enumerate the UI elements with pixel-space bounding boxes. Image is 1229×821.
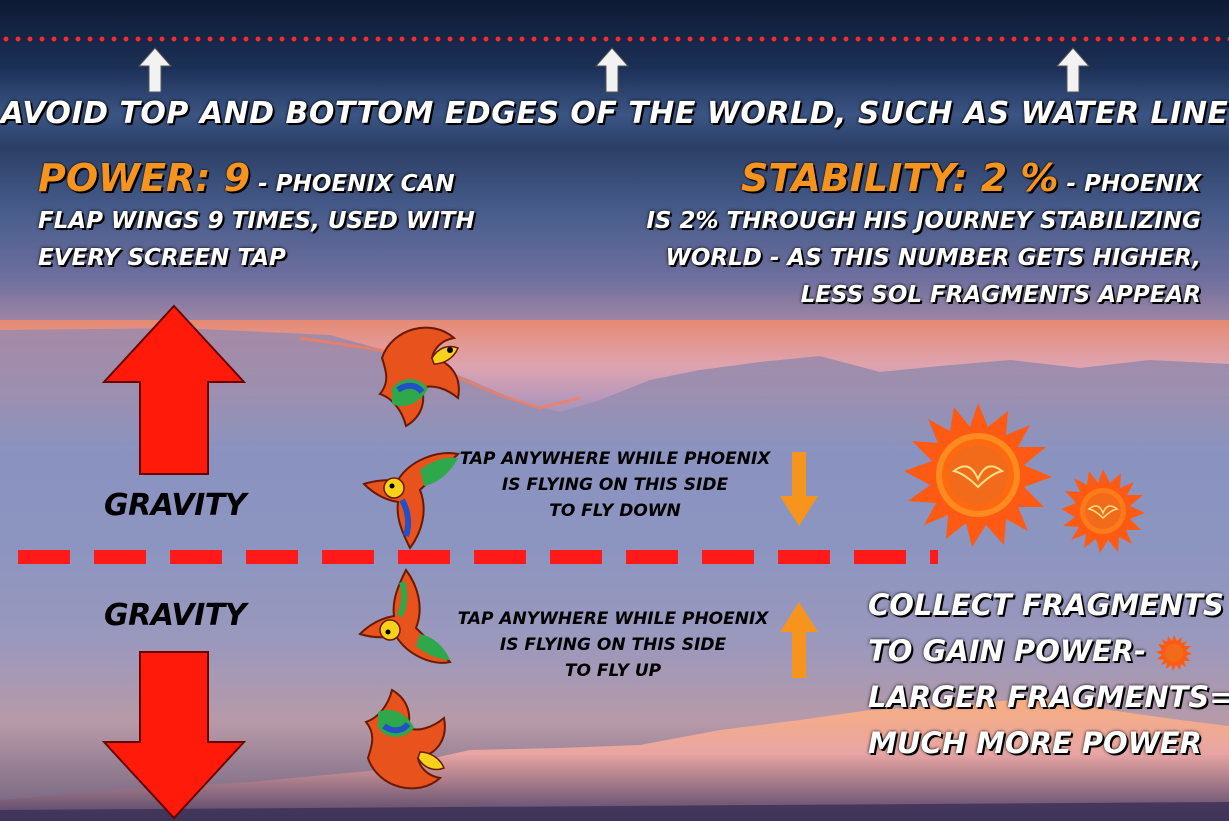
gravity-bottom-label: GRAVITY xyxy=(104,598,246,633)
phoenix-sprite xyxy=(358,568,452,664)
collect-line4: MUCH MORE POWER xyxy=(868,726,1202,760)
fly-up-arrow-icon xyxy=(780,602,818,678)
fly-down-arrow-icon xyxy=(780,452,818,526)
mountains-top-decoration xyxy=(0,320,1229,412)
phoenix-sprite xyxy=(378,326,460,428)
tap-instruction-bottom: TAP ANYWHERE WHILE PHOENIX IS FLYING ON … xyxy=(446,606,780,684)
tap-bottom-line3: TO FLY UP xyxy=(564,661,662,681)
water-line-boundary xyxy=(0,36,1229,42)
collect-line2: TO GAIN POWER- xyxy=(868,634,1147,668)
stability-info: STABILITY: 2 % - PHOENIX IS 2% THROUGH H… xyxy=(641,159,1201,314)
gravity-down-arrow-icon xyxy=(102,651,246,820)
stability-desc-line2: IS 2% THROUGH HIS JOURNEY STABILIZING xyxy=(646,208,1201,234)
up-arrow-icon xyxy=(137,47,173,93)
power-desc-line2: FLAP WINGS 9 TIMES, USED WITH xyxy=(38,208,475,234)
up-arrow-icon xyxy=(1055,47,1091,93)
phoenix-sprite xyxy=(364,688,446,790)
sol-fragment-small-icon xyxy=(1061,469,1145,553)
stability-desc-line4: LESS SOL FRAGMENTS APPEAR xyxy=(800,282,1201,308)
tap-top-line1: TAP ANYWHERE WHILE PHOENIX xyxy=(459,449,771,469)
tap-bottom-line1: TAP ANYWHERE WHILE PHOENIX xyxy=(457,609,769,629)
stability-desc-line1: - PHOENIX xyxy=(1066,171,1201,197)
sol-fragment-large-icon xyxy=(904,403,1052,547)
stability-desc-line3: WORLD - AS THIS NUMBER GETS HIGHER, xyxy=(665,245,1201,271)
power-info: POWER: 9 - PHOENIX CAN FLAP WINGS 9 TIME… xyxy=(38,159,478,277)
mountains-bottom-decoration xyxy=(0,698,1229,821)
stability-label: STABILITY: 2 % xyxy=(741,156,1059,200)
tap-instruction-top: TAP ANYWHERE WHILE PHOENIX IS FLYING ON … xyxy=(448,446,782,524)
phoenix-sprite xyxy=(362,452,461,550)
collect-line1: COLLECT FRAGMENTS xyxy=(868,588,1224,622)
power-label: POWER: 9 xyxy=(38,156,251,200)
power-desc-line1: - PHOENIX CAN xyxy=(258,171,455,197)
gravity-up-arrow-icon xyxy=(102,304,246,475)
tap-top-line3: TO FLY DOWN xyxy=(549,501,681,521)
boundary-warning-headline: AVOID TOP AND BOTTOM EDGES OF THE WORLD,… xyxy=(0,96,1229,131)
screen-divider-line xyxy=(18,550,938,564)
collect-line3: LARGER FRAGMENTS= xyxy=(868,680,1229,714)
power-desc-line3: EVERY SCREEN TAP xyxy=(38,245,286,271)
tap-bottom-line2: IS FLYING ON THIS SIDE xyxy=(499,635,727,655)
collect-fragments-info: COLLECT FRAGMENTS TO GAIN POWER- LARGER … xyxy=(868,582,1229,766)
sol-fragment-inline-icon xyxy=(1156,635,1193,671)
gravity-top-label: GRAVITY xyxy=(104,488,246,523)
tap-top-line2: IS FLYING ON THIS SIDE xyxy=(501,475,729,495)
up-arrow-icon xyxy=(594,47,630,93)
